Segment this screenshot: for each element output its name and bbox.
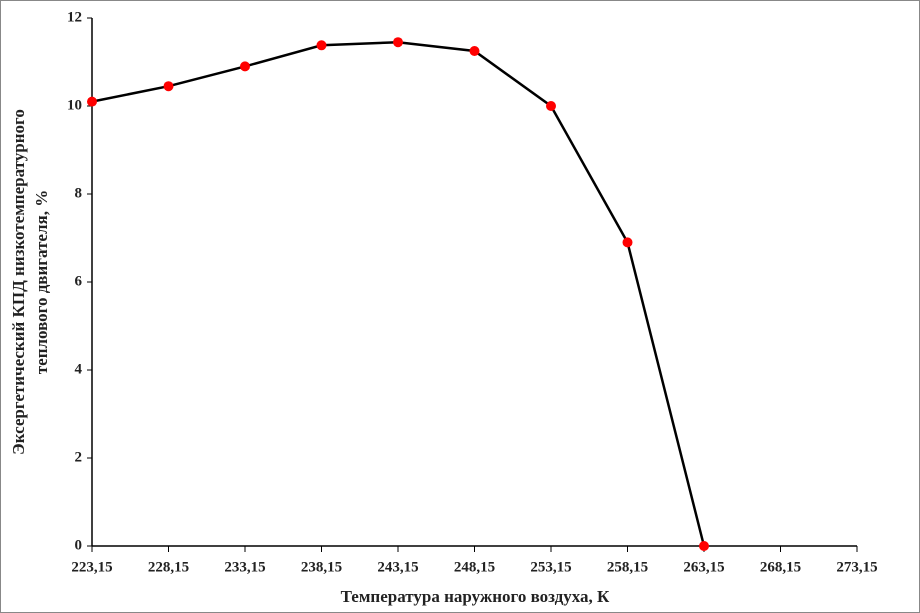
marker — [240, 61, 250, 72]
y-tick-label: 10 — [67, 97, 82, 113]
y-tick-label: 12 — [67, 9, 82, 25]
x-tick-label: 233,15 — [224, 559, 265, 575]
marker — [546, 101, 556, 111]
x-tick-label: 263,15 — [683, 559, 724, 575]
x-tick-label: 273,15 — [836, 559, 877, 575]
marker — [469, 46, 480, 56]
x-tick-label: 228,15 — [148, 559, 189, 575]
x-tick-label: 253,15 — [530, 559, 571, 575]
y-tick-label: 6 — [75, 273, 83, 289]
x-tick-label: 238,15 — [301, 559, 342, 575]
y-tick-label: 0 — [75, 537, 83, 553]
x-tick-label: 268,15 — [760, 559, 801, 575]
y-axis-title: теплового двигателя, % — [32, 190, 51, 374]
y-tick-label: 2 — [75, 449, 83, 465]
marker — [163, 81, 174, 92]
marker — [87, 96, 97, 107]
x-tick-label: 248,15 — [454, 559, 495, 575]
y-axis-title: Эксергетический КПД низкотемпературного — [9, 109, 28, 455]
marker — [622, 237, 633, 248]
marker — [316, 40, 327, 51]
y-tick-label: 8 — [75, 185, 83, 201]
y-tick-label: 4 — [75, 361, 83, 377]
x-tick-label: 243,15 — [377, 559, 418, 575]
x-tick-label: 223,15 — [71, 559, 112, 575]
x-axis-title: Температура наружного воздуха, К — [341, 587, 610, 606]
x-tick-label: 258,15 — [607, 559, 648, 575]
marker — [699, 541, 709, 551]
line — [91, 40, 706, 547]
marker — [393, 37, 403, 48]
